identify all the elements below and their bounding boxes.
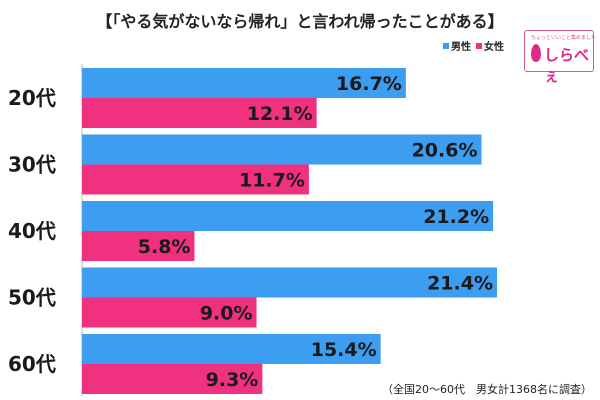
- data-label-female: 11.7%: [239, 170, 305, 192]
- bar-male: [82, 334, 381, 364]
- data-label-male: 21.4%: [427, 273, 493, 295]
- bar-female: [82, 98, 317, 128]
- bar-male: [82, 201, 494, 231]
- category-label: 60代: [8, 352, 56, 376]
- data-label-male: 15.4%: [311, 339, 377, 361]
- logo-drop-icon: [531, 44, 541, 62]
- legend-item-male: 男性: [443, 38, 471, 53]
- bar-male: [82, 134, 482, 165]
- logo-tagline: ちょっといいこと集めました: [531, 35, 597, 41]
- data-label-female: 9.3%: [206, 369, 259, 391]
- legend-swatch-male: [443, 42, 449, 49]
- data-label-female: 12.1%: [247, 103, 313, 125]
- chart-title: 【「やる気がないなら帰れ」と言われ帰ったことがある】: [96, 12, 504, 31]
- brand-logo: ちょっといいこと集めました しらべぇ: [524, 30, 597, 85]
- category-label: 20代: [8, 86, 56, 110]
- data-label-male: 16.7%: [336, 73, 402, 95]
- category-label: 40代: [8, 219, 56, 243]
- bar-female: [82, 297, 257, 328]
- bar-female: [82, 231, 195, 261]
- legend-label-female: 女性: [484, 42, 504, 53]
- data-label-female: 9.0%: [200, 303, 253, 325]
- data-label-male: 20.6%: [412, 140, 478, 162]
- survey-note: （全国20～60代 男女計1368名に調査）: [382, 383, 592, 396]
- data-label-female: 5.8%: [138, 236, 191, 258]
- bar-male: [82, 267, 497, 298]
- legend-item-female: 女性: [476, 38, 504, 53]
- bar-female: [82, 164, 309, 195]
- logo-brand: しらべぇ: [544, 46, 590, 85]
- legend: 男性 女性: [443, 38, 509, 53]
- legend-swatch-female: [476, 42, 482, 49]
- legend-label-male: 男性: [451, 42, 471, 53]
- category-label: 50代: [8, 286, 56, 310]
- category-label: 30代: [8, 153, 56, 177]
- data-label-male: 21.2%: [423, 206, 489, 228]
- bar-female: [82, 364, 263, 394]
- bar-male: [82, 68, 406, 98]
